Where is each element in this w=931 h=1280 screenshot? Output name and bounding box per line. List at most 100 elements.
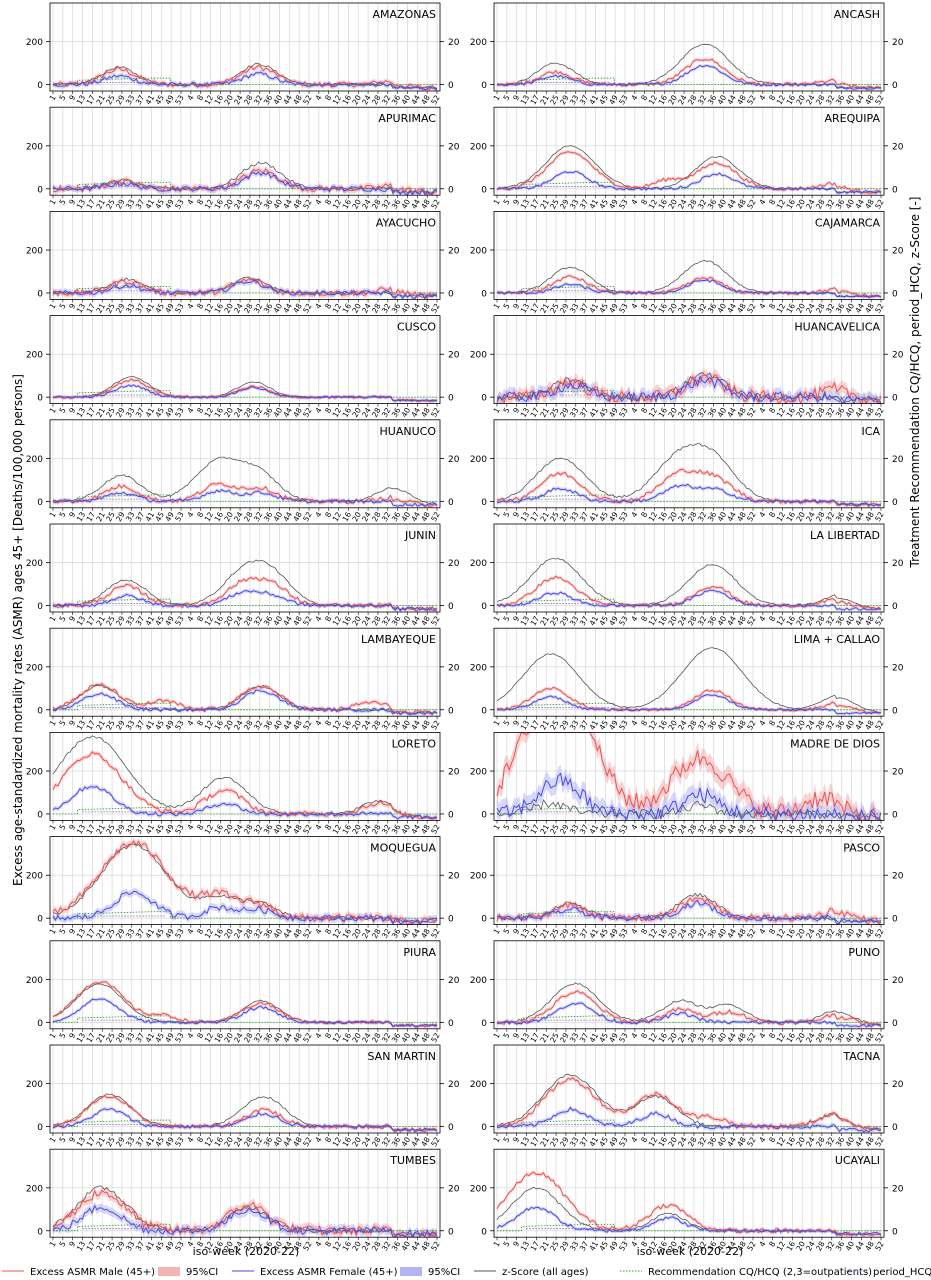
x-tick-label: 44 — [281, 1135, 294, 1148]
x-tick-label: 13 — [75, 198, 88, 211]
x-tick-label: 32 — [696, 1031, 709, 1044]
x-tick-label: 28 — [686, 510, 699, 523]
x-tick-label: 41 — [588, 1240, 601, 1253]
y-tick-label: 200 — [26, 455, 43, 465]
x-tick-label: 40 — [844, 823, 857, 836]
x-tick-label: 20 — [794, 406, 807, 419]
x-tick-label: 12 — [647, 927, 660, 940]
plot-area — [496, 1073, 882, 1133]
x-tick-label: 4 — [629, 406, 639, 415]
x-tick-label: 44 — [409, 406, 422, 419]
x-gridlines — [496, 107, 882, 196]
x-tick-label: 44 — [853, 510, 866, 523]
panel-frame — [493, 210, 885, 300]
x-tick-label: 49 — [163, 510, 176, 523]
x-tick-label: 28 — [686, 823, 699, 836]
x-tick-label: 16 — [341, 927, 354, 940]
y-tick-label-right: 0 — [892, 706, 898, 716]
panel-frame — [49, 315, 441, 405]
x-tick-label: 9 — [511, 719, 521, 728]
x-tick-label: 32 — [824, 510, 837, 523]
x-tick-label: 8 — [195, 510, 205, 519]
x-tick-label: 32 — [380, 1135, 393, 1148]
x-tick-label: 28 — [370, 823, 383, 836]
x-tick-label: 52 — [429, 614, 442, 627]
panel-frame — [49, 106, 441, 196]
x-tick-label: 28 — [242, 719, 255, 732]
x-tick-label: 48 — [419, 1031, 432, 1044]
x-tick-label: 4 — [629, 1135, 639, 1144]
x-tick-label: 52 — [301, 406, 314, 419]
x-tick-label: 32 — [696, 93, 709, 106]
panel-title: JUNIN — [404, 529, 436, 542]
x-tick-label: 4 — [313, 93, 323, 102]
x-tick-label: 40 — [400, 198, 413, 211]
x-tick-label: 16 — [213, 1240, 226, 1253]
x-tick-label: 44 — [281, 198, 294, 211]
x-tick-label: 48 — [291, 198, 304, 211]
x-tick-label: 4 — [185, 614, 195, 623]
x-tick-label: 32 — [696, 302, 709, 315]
panel-title: AREQUIPA — [824, 112, 880, 125]
panel-frame — [493, 940, 885, 1030]
y-tick-label: 0 — [37, 185, 43, 195]
x-tick-label: 36 — [262, 1135, 275, 1148]
x-tick-label: 17 — [529, 823, 542, 836]
x-tick-label: 24 — [360, 1031, 373, 1044]
panel-frame — [493, 1044, 885, 1134]
y-tick-label: 0 — [481, 498, 487, 508]
x-tick-label: 48 — [419, 510, 432, 523]
x-tick-label: 17 — [85, 719, 98, 732]
x-tick-label: 16 — [657, 927, 670, 940]
x-tick-label: 24 — [676, 93, 689, 106]
z-score-line — [52, 983, 438, 1027]
x-tick-label: 52 — [745, 927, 758, 940]
x-tick-label: 21 — [94, 198, 107, 211]
x-tick-label: 16 — [657, 1240, 670, 1253]
x-tick-label: 16 — [213, 1135, 226, 1148]
x-tick-label: 37 — [134, 927, 147, 940]
y-tick-label: 200 — [26, 976, 43, 986]
plot-area — [496, 443, 882, 508]
x-tick-label: 49 — [163, 927, 176, 940]
x-tick-label: 49 — [607, 510, 620, 523]
x-tick-label: 20 — [666, 1135, 679, 1148]
x-tick-label: 28 — [814, 927, 827, 940]
x-tick-label: 28 — [242, 927, 255, 940]
x-tick-label: 32 — [824, 198, 837, 211]
x-tick-label: 20 — [666, 614, 679, 627]
plot-area — [52, 456, 438, 508]
x-tick-label: 16 — [657, 302, 670, 315]
x-tick-label: 9 — [511, 823, 521, 832]
x-tick-label: 8 — [639, 719, 649, 728]
x-tick-label: 48 — [735, 198, 748, 211]
x-tick-label: 12 — [647, 823, 660, 836]
x-tick-label: 29 — [114, 719, 127, 732]
x-tick-label: 40 — [272, 1135, 285, 1148]
x-tick-label: 13 — [75, 927, 88, 940]
x-tick-label: 41 — [144, 406, 157, 419]
panel-title: TACNA — [842, 1050, 880, 1063]
x-tick-label: 37 — [134, 510, 147, 523]
x-tick-label: 17 — [529, 719, 542, 732]
x-tick-label: 40 — [272, 406, 285, 419]
x-tick-label: 40 — [400, 823, 413, 836]
x-tick-label: 9 — [511, 510, 521, 519]
x-tick-label: 28 — [370, 927, 383, 940]
x-tick-label: 9 — [67, 510, 77, 519]
female-ci-band — [53, 487, 437, 508]
x-tick-label: 9 — [511, 927, 521, 936]
x-tick-label: 49 — [163, 1240, 176, 1253]
x-tick-label: 36 — [390, 719, 403, 732]
x-tick-label: 36 — [834, 927, 847, 940]
y-tick-label-right: 0 — [892, 394, 898, 404]
x-tick-label: 9 — [67, 927, 77, 936]
x-tick-label: 17 — [529, 927, 542, 940]
x-tick-label: 8 — [195, 302, 205, 311]
x-tick-label: 33 — [124, 406, 137, 419]
x-tick-label: 16 — [657, 1135, 670, 1148]
female-line — [52, 384, 438, 402]
x-tick-label: 4 — [757, 198, 767, 207]
